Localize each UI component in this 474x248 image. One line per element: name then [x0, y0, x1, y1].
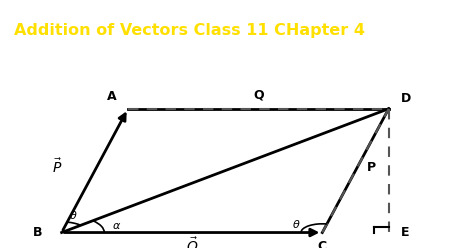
Text: $\vec{P}$: $\vec{P}$	[52, 157, 62, 176]
Text: A: A	[107, 90, 116, 103]
Text: P: P	[367, 161, 376, 174]
Text: D: D	[401, 92, 411, 105]
Text: B: B	[33, 226, 43, 239]
Text: $\alpha$: $\alpha$	[111, 221, 121, 231]
Text: $\theta$: $\theta$	[69, 209, 78, 221]
Text: E: E	[401, 226, 409, 239]
Text: Addition of Vectors Class 11 CHapter 4: Addition of Vectors Class 11 CHapter 4	[14, 23, 365, 37]
Text: $\vec{Q}$: $\vec{Q}$	[186, 235, 198, 248]
Text: Q: Q	[253, 89, 264, 102]
Text: C: C	[318, 240, 327, 248]
Text: $\theta$: $\theta$	[292, 218, 301, 230]
